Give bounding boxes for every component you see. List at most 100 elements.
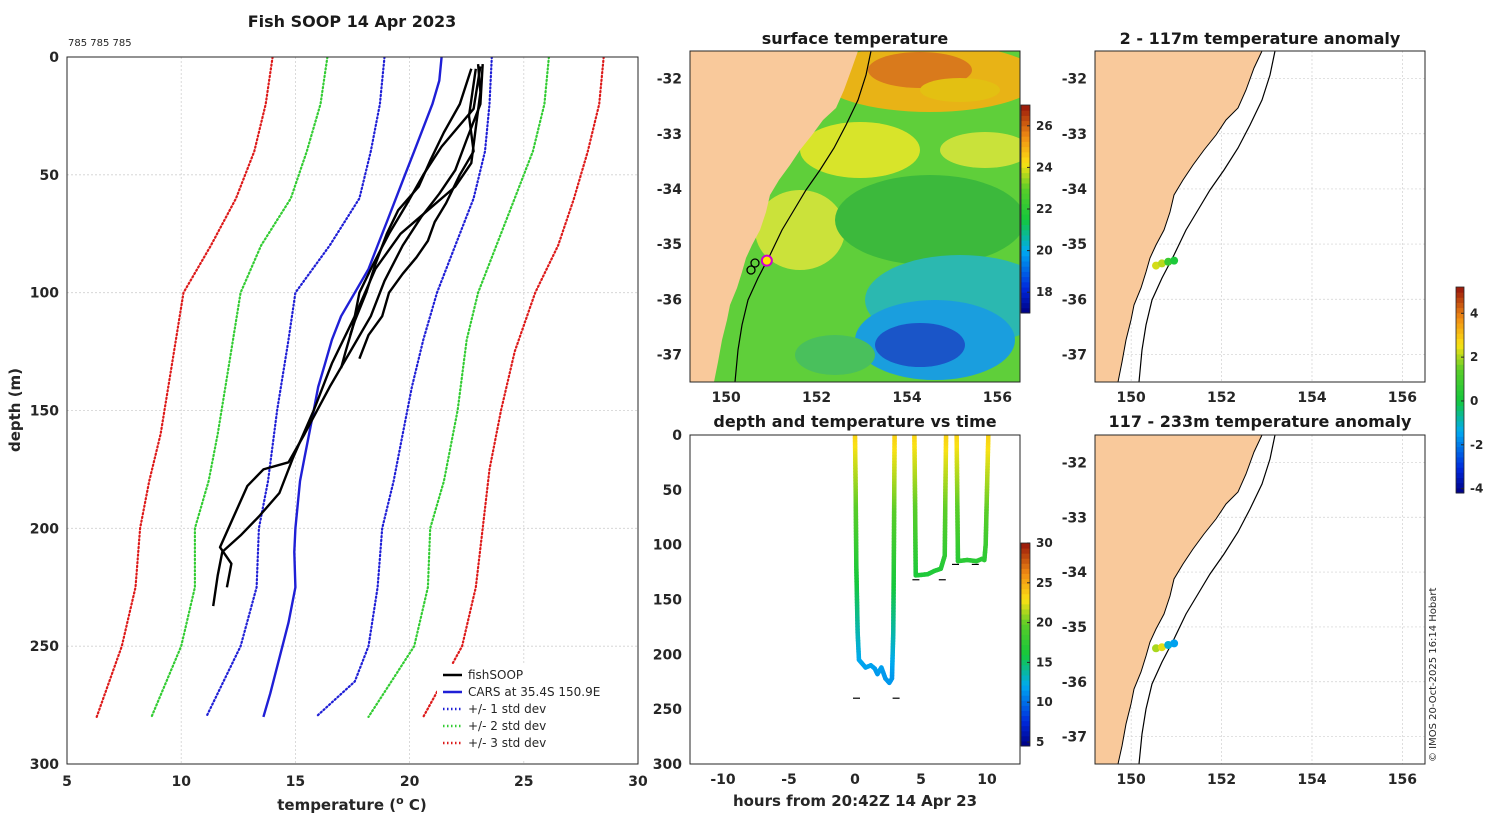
sst-colorbar-segment <box>1021 136 1030 142</box>
a2-anomaly-point <box>1170 639 1179 648</box>
profile-series-line <box>358 68 477 360</box>
imos-credit: © IMOS 20-Oct-2025 16:14 Hobart <box>1428 587 1439 762</box>
map-ytick-label: -32 <box>1062 455 1087 471</box>
ts-colorbar-segment <box>1021 614 1030 620</box>
anomaly-colorbar-segment <box>1456 482 1464 489</box>
anomaly-colorbar-segment <box>1456 400 1464 406</box>
ts-colorbar-frame <box>1020 542 1031 747</box>
anomaly-colorbar-segment <box>1456 312 1464 319</box>
ts-colorbar-segment <box>1021 634 1030 640</box>
ts-colorbar-segment <box>1021 553 1030 559</box>
anomaly-colorbar-segment <box>1456 420 1464 427</box>
map-xtick-label: 156 <box>983 390 1012 406</box>
ts-colorbar-segment <box>1021 608 1030 615</box>
sst-colorbar-segment <box>1021 219 1030 226</box>
deep-anomaly-map: 117 - 233m temperature anomaly 150 152 154… <box>1062 412 1426 788</box>
sst-colorbar-segment <box>1021 297 1030 304</box>
ts-ytick-label: 50 <box>663 483 683 499</box>
sst-colorbar-segment <box>1021 302 1030 309</box>
sst-station-1 <box>750 258 760 268</box>
profile-xlabel: temperature (o C) <box>277 794 427 815</box>
anomaly-colorbar-segment <box>1456 472 1464 479</box>
anomaly-colorbar-segment <box>1456 477 1464 484</box>
map-ytick-label: -34 <box>657 182 683 198</box>
anomaly-colorbar-segment <box>1456 456 1464 463</box>
sst-warm-band <box>920 78 1000 102</box>
sst-colorbar-segment <box>1021 188 1030 194</box>
sst-200m-isobath <box>734 51 872 382</box>
ts-colorbar-segment <box>1021 654 1030 661</box>
anomaly-colorbar: -4 -2 0 2 4 <box>1455 286 1483 496</box>
sst-yellow-central <box>800 122 920 178</box>
ts-colorbar-segment <box>1021 695 1030 701</box>
map-xtick-label: 154 <box>1297 390 1326 406</box>
profile-axes-frame <box>66 56 639 765</box>
sst-colorbar-segment <box>1021 214 1030 220</box>
profile-series-line <box>367 57 550 718</box>
map-ytick-label: -35 <box>1062 237 1087 253</box>
depth-temperature-time-chart: depth and temperature vs time -10 -5 0 5 100… <box>653 412 1053 810</box>
map-ytick-label: -37 <box>1062 730 1087 746</box>
ts-colorbar-tick-label: 5 <box>1036 735 1044 749</box>
temperature-profile-chart: Fish SOOP 14 Apr 2023 785 785 785 5 10 15 2… <box>6 12 648 814</box>
map-ytick-label: -37 <box>1062 347 1087 363</box>
a1-land <box>1095 51 1262 382</box>
ts-colorbar-segment <box>1021 700 1030 706</box>
profile-series-line <box>95 57 274 718</box>
ts-colorbar-segment <box>1021 725 1030 732</box>
anomaly-colorbar-segment <box>1456 487 1464 494</box>
ts-colorbar-segment <box>1021 624 1030 630</box>
sst-field <box>690 51 1020 382</box>
sst-colorbar-tick-label: 24 <box>1036 160 1053 174</box>
anomaly-colorbar-segment <box>1456 369 1464 376</box>
a2-title: 117 - 233m temperature anomaly <box>1109 412 1412 431</box>
ts-colorbar-segment <box>1021 583 1030 590</box>
anomaly-colorbar-segment <box>1456 287 1464 293</box>
a1-map-body <box>1095 51 1425 382</box>
ts-xtick-label: -5 <box>781 772 797 788</box>
sst-colorbar-segment <box>1021 151 1030 158</box>
sst-colorbar-segment <box>1021 240 1030 246</box>
sst-colorbar-segment <box>1021 209 1030 215</box>
ts-xtick-label: 10 <box>977 772 997 788</box>
sst-green-sw <box>795 335 875 375</box>
ts-colorbar-tick-label: 15 <box>1036 655 1053 669</box>
ts-colorbar-tick-label: 25 <box>1036 576 1053 590</box>
map-xtick-label: 150 <box>1117 772 1146 788</box>
anomaly-colorbar-segment <box>1456 451 1464 458</box>
map-ytick-label: -36 <box>657 292 682 308</box>
sst-colorbar-segment <box>1021 146 1030 153</box>
ts-colorbar-segment <box>1021 629 1030 635</box>
a1-axes-frame <box>1094 50 1426 383</box>
ts-colorbar-segment <box>1021 578 1030 585</box>
map-ytick-label: -36 <box>1062 675 1087 691</box>
profile-subtitle: 785 785 785 <box>68 38 132 49</box>
anomaly-colorbar-segment <box>1456 348 1464 355</box>
anomaly-colorbar-segment <box>1456 431 1464 437</box>
ts-colorbar-tick-label: 10 <box>1036 695 1053 709</box>
sst-colorbar-segment <box>1021 250 1030 257</box>
ts-colorbar-segment <box>1021 710 1030 717</box>
ts-colorbar-segment <box>1021 563 1030 569</box>
sst-colorbar-segment <box>1021 255 1030 262</box>
anomaly-colorbar-frame <box>1455 286 1465 494</box>
sst-colorbar-segment <box>1021 131 1030 137</box>
profile-xtick-label: 15 <box>286 774 305 790</box>
ts-colorbar-segment <box>1021 680 1030 686</box>
ts-colorbar-segment <box>1021 588 1030 595</box>
map-ytick-label: -33 <box>657 127 682 143</box>
anomaly-colorbar-segment <box>1456 426 1464 432</box>
sst-colorbar-segment <box>1021 183 1030 189</box>
sst-colorbar-segment <box>1021 125 1030 132</box>
anomaly-colorbar-segment <box>1456 390 1464 396</box>
map-ytick-label: -34 <box>1062 182 1088 198</box>
a2-axes-frame <box>1094 434 1426 765</box>
profile-series-line <box>349 68 473 336</box>
ts-colorbar-segment <box>1021 543 1030 549</box>
sst-colorbar-segment <box>1021 193 1030 200</box>
ts-colorbar-segment <box>1021 664 1030 671</box>
anomaly-colorbar-segment <box>1456 364 1464 370</box>
map-xtick-label: 154 <box>892 390 921 406</box>
